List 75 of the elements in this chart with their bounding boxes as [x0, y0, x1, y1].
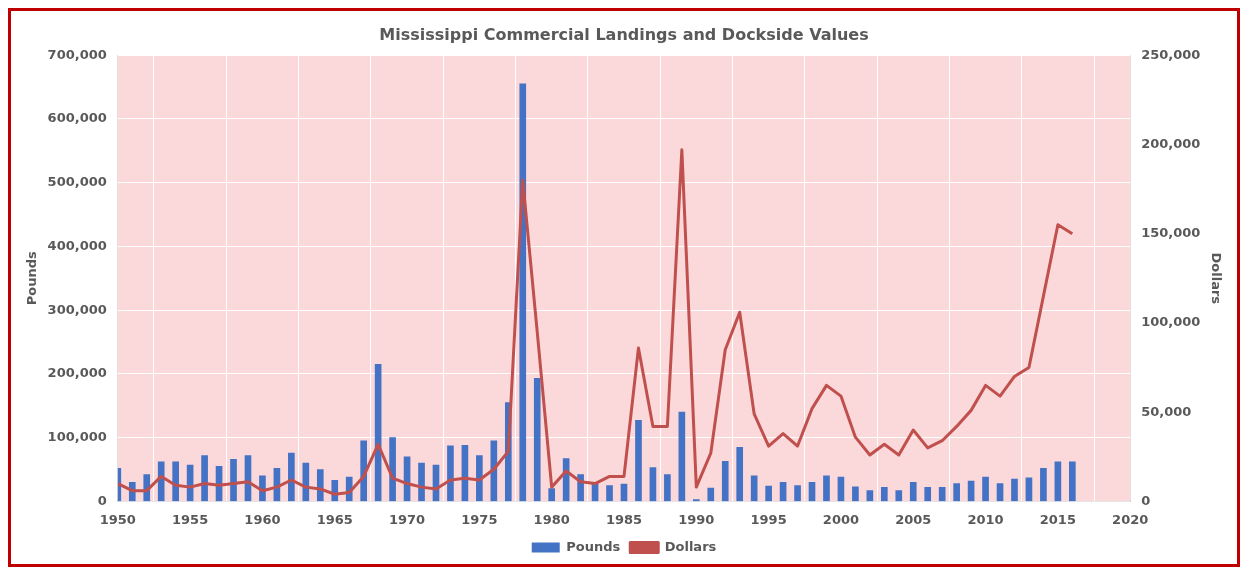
y2-tick-label: 200,000 [1141, 135, 1201, 151]
bar [765, 485, 772, 502]
bar [866, 490, 874, 502]
x-tick-label: 2000 [822, 511, 860, 527]
x-tick-label: 1965 [316, 511, 353, 527]
bar [953, 483, 960, 502]
x-tick-label: 1975 [461, 511, 498, 527]
bar [476, 455, 483, 502]
x-tick-label: 2005 [895, 511, 932, 527]
bar [533, 378, 541, 502]
y-tick-label: 500,000 [47, 174, 107, 190]
x-tick-label: 1950 [99, 511, 136, 527]
x-tick-label: 1990 [678, 511, 715, 527]
x-tick-label: 1995 [750, 511, 787, 527]
bar [172, 461, 179, 502]
bar [157, 461, 165, 502]
bar [606, 485, 613, 502]
bar [447, 445, 454, 502]
bar [692, 499, 700, 502]
bar [201, 455, 208, 502]
bar [794, 485, 801, 502]
bar [389, 437, 396, 502]
x-tick-label: 2010 [967, 511, 1004, 527]
x-tick-label: 2015 [1039, 511, 1076, 527]
bar [230, 459, 237, 502]
bar [924, 487, 932, 502]
bar [938, 487, 946, 502]
y-tick-label: 200,000 [47, 365, 107, 381]
y-axis-title: Pounds [24, 251, 40, 306]
bar [996, 483, 1004, 502]
x-tick-label: 1970 [388, 511, 426, 527]
bar [649, 467, 657, 502]
bar [707, 487, 715, 502]
bar [302, 462, 310, 502]
bar [1025, 477, 1033, 502]
bar [519, 83, 527, 502]
bar [418, 462, 425, 502]
y-tick-label: 0 [97, 492, 107, 508]
bar [1011, 478, 1018, 502]
legend-label: Pounds [566, 538, 621, 554]
y2-tick-label: 50,000 [1141, 403, 1192, 419]
y2-tick-label: 100,000 [1141, 314, 1201, 330]
bar [895, 490, 903, 502]
bar [1069, 461, 1076, 502]
bar [635, 420, 642, 502]
x-tick-label: 1980 [533, 511, 570, 527]
y-tick-label: 700,000 [47, 46, 107, 62]
y2-tick-label: 150,000 [1141, 225, 1201, 241]
bar [548, 488, 556, 502]
y2-axis-title: Dollars [1208, 252, 1224, 305]
bar [909, 481, 917, 502]
bar [288, 452, 295, 502]
y2-tick-label: 250,000 [1141, 46, 1201, 62]
bar [823, 475, 830, 502]
y-tick-label: 400,000 [47, 237, 107, 253]
y-tick-label: 100,000 [47, 429, 107, 445]
bar [664, 474, 671, 502]
chart-title: Mississippi Commercial Landings and Dockside Values [379, 24, 869, 44]
y-tick-label: 300,000 [47, 301, 107, 317]
bar [360, 440, 367, 502]
bar [852, 486, 859, 502]
bar [316, 469, 324, 502]
x-tick-label: 1960 [244, 511, 281, 527]
x-tick-label: 1955 [172, 511, 209, 527]
bar [721, 460, 729, 502]
bar [1040, 467, 1047, 502]
bar [678, 411, 686, 502]
x-tick-label: 1985 [605, 511, 643, 527]
legend-label: Dollars [664, 538, 717, 554]
bar [982, 476, 989, 502]
y-tick-label: 600,000 [47, 110, 107, 126]
x-tick-label: 2020 [1112, 511, 1149, 527]
y2-tick-label: 0 [1141, 492, 1151, 508]
bar [736, 446, 744, 502]
bar [881, 487, 888, 502]
